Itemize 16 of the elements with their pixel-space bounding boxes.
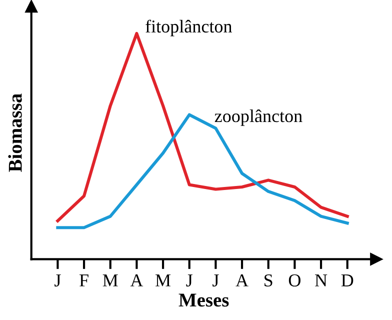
- x-tick-label: M: [156, 274, 171, 286]
- x-tick-label: M: [102, 274, 118, 286]
- x-tick-label: O: [288, 274, 300, 286]
- x-tick-label: F: [80, 274, 88, 286]
- x-tick-label: N: [315, 274, 328, 286]
- x-tick-label: J: [212, 274, 219, 286]
- x-tick-label: J: [186, 274, 192, 286]
- x-tick-label: A: [236, 274, 248, 286]
- y-axis-title: Biomassa: [8, 94, 22, 172]
- x-tick-label: A: [130, 274, 144, 286]
- x-tick-label: J: [54, 274, 61, 286]
- x-tick-label: D: [341, 274, 354, 286]
- series-label: zooplâncton: [214, 109, 302, 126]
- x-tick-label: S: [264, 274, 272, 286]
- x-axis-title: Meses: [178, 294, 229, 307]
- series-label: fitoplâncton: [146, 20, 232, 36]
